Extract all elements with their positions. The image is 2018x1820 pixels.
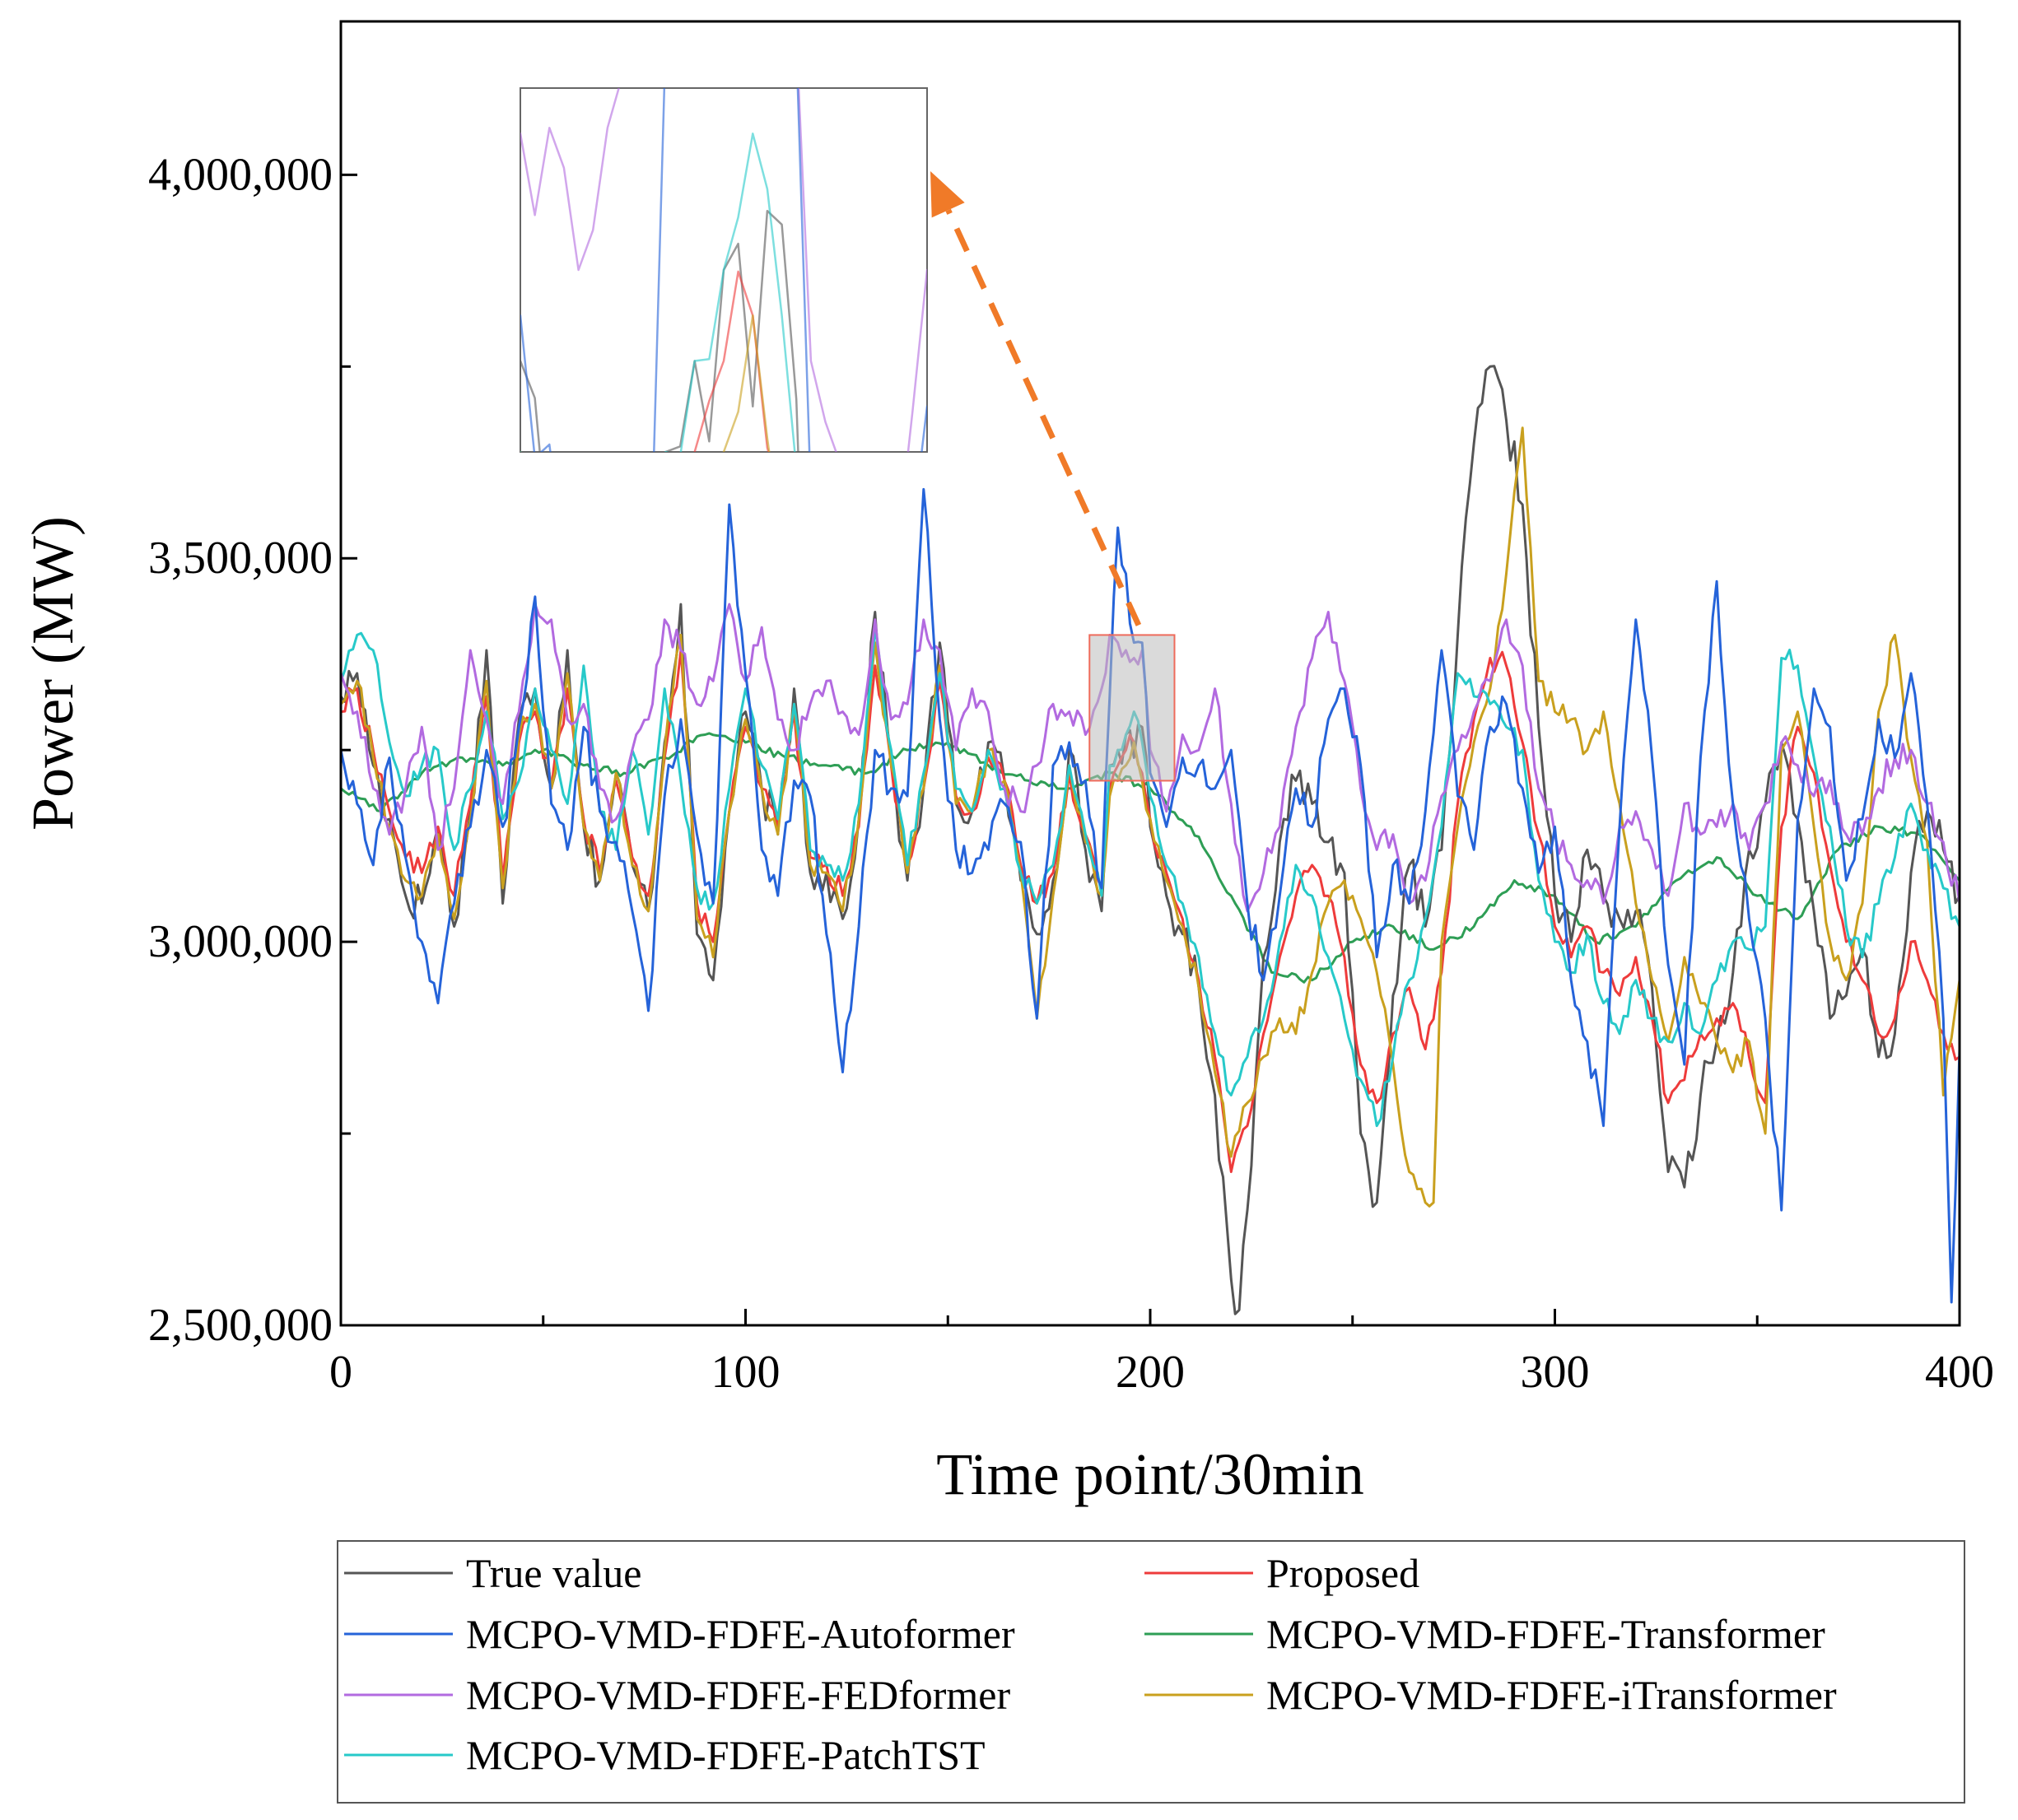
legend-frame [337,1540,1965,1804]
inset-series-line-6 [520,133,796,452]
y-tick-label: 2,500,000 [148,1300,333,1351]
legend-label: Proposed [1266,1550,1419,1596]
legend-label: MCPO-VMD-FDFE-Autoformer [466,1611,1015,1657]
series-line-6 [341,626,1960,1128]
y-axis-label: Power (MW) [20,516,86,831]
zoom-arrow-head [930,171,965,218]
legend-label: MCPO-VMD-FDFE-iTransformer [1266,1672,1837,1718]
y-tick-label: 3,500,000 [148,533,333,584]
x-tick-label: 200 [1116,1347,1185,1398]
legend-label: MCPO-VMD-FDFE-FEDformer [466,1672,1010,1718]
x-axis-label: Time point/30min [936,1441,1363,1507]
inset-series-line-1 [693,270,770,452]
legend-label: MCPO-VMD-FDFE-Transformer [1266,1611,1825,1657]
y-tick-label: 3,000,000 [148,916,333,967]
x-tick-label: 100 [711,1347,781,1398]
x-tick-label: 300 [1521,1347,1590,1398]
y-tick-label: 4,000,000 [148,149,333,200]
x-tick-label: 0 [329,1347,352,1398]
x-tick-label: 400 [1925,1347,1994,1398]
inset-series-line-4 [520,88,927,452]
legend-label: MCPO-VMD-FDFE-PatchTST [466,1732,986,1778]
legend-label: True value [466,1550,641,1596]
zoom-arrow [945,208,1142,626]
zoom-region-box [1088,634,1176,782]
